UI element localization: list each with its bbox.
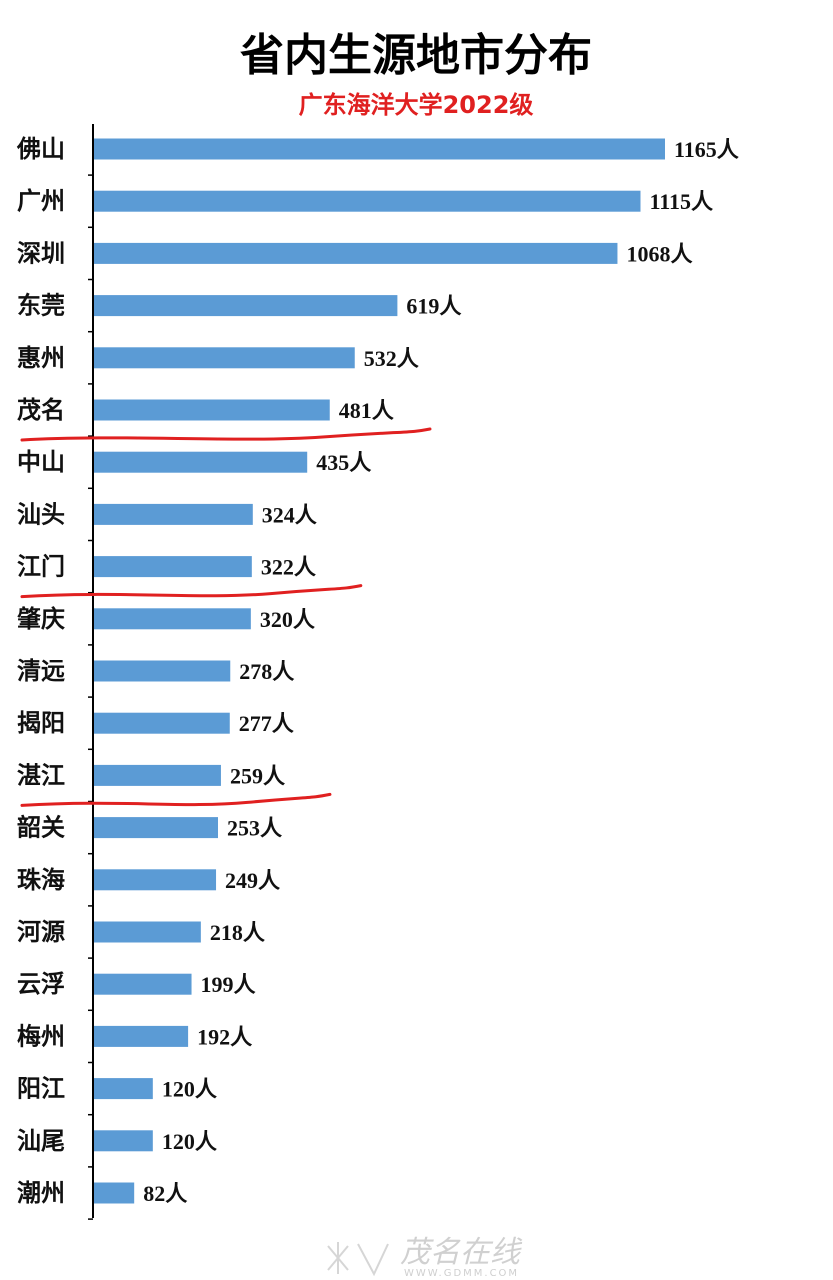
bar [94,764,221,786]
bar [94,660,231,682]
bar [94,1130,153,1152]
data-label: 1165人 [674,137,739,162]
category-label: 汕头 [17,499,65,528]
data-label: 192人 [197,1024,252,1049]
bar [94,712,230,734]
data-label: 120人 [162,1077,217,1102]
category-label: 清远 [17,656,65,685]
data-label: 324人 [262,502,317,527]
watermark-url: WWW.GDMM.COM [404,1268,519,1279]
bar [94,608,251,630]
data-label: 435人 [316,450,371,475]
red-underline [20,427,432,442]
bar [94,451,308,473]
watermark: 茂名在线 WWW.GDMM.COM [327,1235,523,1279]
category-label: 广州 [17,186,65,215]
category-label: 汕尾 [17,1126,65,1155]
data-label: 120人 [162,1129,217,1154]
data-label: 253人 [227,816,282,841]
data-label: 278人 [239,659,294,684]
red-underline [20,792,332,807]
bar [94,138,665,160]
category-label: 韶关 [17,813,65,842]
data-label: 82人 [143,1181,187,1206]
bar [94,817,219,839]
data-label: 1115人 [649,189,713,214]
chart-subtitle: 广东海洋大学2022级 [299,91,534,119]
data-label: 259人 [230,763,285,788]
bar [94,295,398,317]
category-label: 肇庆 [17,604,65,633]
highlight-underlines [20,427,432,807]
category-label: 河源 [17,917,65,946]
watermark-logo-icon [327,1242,389,1277]
red-underline [20,584,363,599]
data-label: 532人 [364,346,419,371]
data-label: 619人 [406,294,461,319]
category-label: 茂名 [17,395,65,424]
data-label: 481人 [339,398,394,423]
category-label: 佛山 [16,134,65,163]
data-label: 199人 [201,972,256,997]
category-label: 江门 [17,552,65,581]
category-label: 珠海 [17,865,65,894]
category-label: 阳江 [17,1074,65,1103]
bar [94,503,253,525]
bar [94,190,641,212]
watermark-brand: 茂名在线 [400,1235,523,1270]
category-label: 梅州 [17,1021,65,1050]
data-label: 249人 [225,868,280,893]
bar [94,242,618,264]
bar [94,1078,153,1100]
category-label: 深圳 [17,238,65,267]
data-label: 320人 [260,607,315,632]
category-label: 揭阳 [17,708,65,737]
bar [94,921,201,943]
bar [94,399,330,421]
bar [94,973,192,995]
category-label: 湛江 [17,760,65,789]
chart-title: 省内生源地市分布 [240,30,592,81]
bar [94,347,355,369]
category-label: 东莞 [17,291,65,320]
bar [94,1025,189,1047]
bar [94,869,217,891]
category-label: 潮州 [17,1178,65,1207]
data-label: 218人 [210,920,265,945]
bar [94,1182,135,1204]
category-label: 惠州 [17,343,65,372]
data-label: 277人 [239,711,294,736]
data-label: 322人 [261,555,316,580]
category-label: 云浮 [17,969,65,998]
category-label: 中山 [17,447,65,476]
data-label: 1068人 [626,241,692,266]
bar [94,556,252,578]
